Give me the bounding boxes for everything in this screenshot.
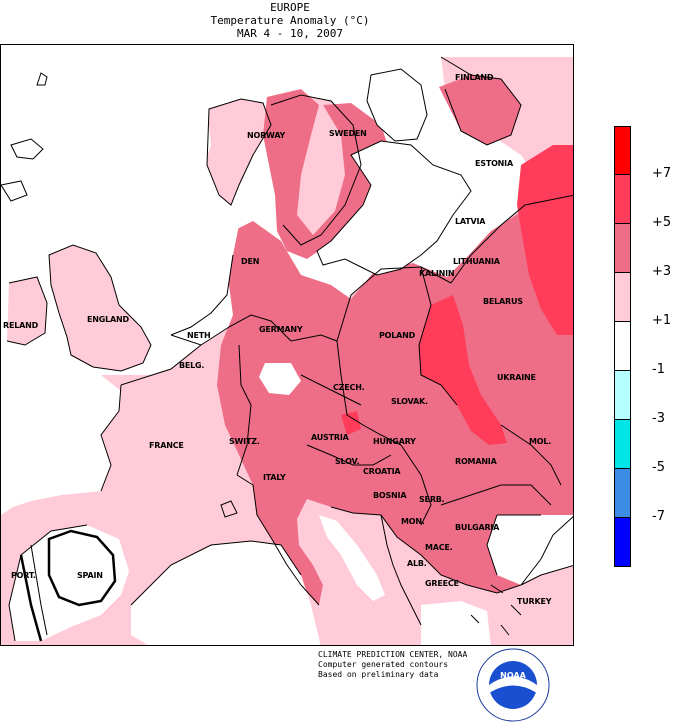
label-austria: AUSTRIA	[311, 433, 349, 442]
legend-tick-minus1: -1	[652, 362, 665, 377]
label-lithuania: LITHUANIA	[453, 257, 500, 266]
seas	[1, 69, 573, 645]
label-slov: SLOV.	[335, 457, 360, 466]
legend-tick-minus3: -3	[652, 411, 665, 426]
label-finland: FINLAND	[455, 73, 494, 82]
anomaly-map: FINLAND NORWAY SWEDEN ESTONIA LATVIA DEN…	[0, 44, 574, 646]
contour-lines	[19, 529, 117, 642]
legend-swatch-1-3	[614, 272, 631, 322]
label-ukraine: UKRAINE	[497, 373, 536, 382]
anomaly-map-graphic	[1, 56, 573, 645]
label-belg: BELG.	[179, 361, 205, 370]
credit-line-2: Computer generated contours	[318, 660, 449, 669]
label-kalinin: KALININ	[419, 269, 455, 278]
map-subtitle: Temperature Anomaly (°C)	[210, 14, 370, 27]
legend-swatch-3-5	[614, 223, 631, 273]
label-romania: ROMANIA	[455, 457, 497, 466]
label-estonia: ESTONIA	[475, 159, 513, 168]
label-turkey: TURKEY	[517, 597, 552, 606]
label-england: ENGLAND	[87, 315, 129, 324]
legend-tick-plus1: +1	[652, 313, 672, 328]
credit-line-1: CLIMATE PREDICTION CENTER, NOAA	[318, 650, 468, 659]
legend-tick-minus7: -7	[652, 509, 665, 524]
map-date-range: MAR 4 - 10, 2007	[237, 27, 343, 40]
label-norway: NORWAY	[247, 131, 286, 140]
label-mon: MON.	[401, 517, 425, 526]
label-poland: POLAND	[379, 331, 416, 340]
label-hungary: HUNGARY	[373, 437, 416, 446]
legend-swatch-minus3-minus5	[614, 419, 631, 469]
label-croatia: CROATIA	[363, 467, 401, 476]
legend-tick-plus5: +5	[652, 215, 672, 230]
label-ireland: RELAND	[3, 321, 39, 330]
legend-swatch-above-7	[614, 126, 631, 175]
legend-swatch-below-minus7	[614, 517, 631, 567]
label-sweden: SWEDEN	[329, 129, 367, 138]
label-greece: GREECE	[425, 579, 459, 588]
credit-line-3: Based on preliminary data	[318, 670, 439, 679]
label-neth: NETH	[187, 331, 211, 340]
legend-tick-plus7: +7	[652, 166, 672, 181]
legend-swatch-minus1-minus3	[614, 370, 631, 420]
legend-tick-plus3: +3	[652, 264, 672, 279]
label-czech: CZECH.	[333, 383, 365, 392]
label-latvia: LATVIA	[455, 217, 486, 226]
label-alb: ALB.	[407, 559, 427, 568]
anomaly-plus5-plus7	[341, 145, 573, 445]
country-borders	[6, 56, 573, 642]
legend-tick-minus5: -5	[652, 460, 665, 475]
noaa-logo-text: NOAA	[500, 671, 526, 680]
noaa-logo: NOAA	[476, 648, 550, 722]
map-title: EUROPE	[270, 1, 310, 14]
label-belarus: BELARUS	[483, 297, 523, 306]
legend-swatch-5-7	[614, 174, 631, 224]
label-italy: ITALY	[263, 473, 286, 482]
label-den: DEN	[241, 257, 260, 266]
credit-block: CLIMATE PREDICTION CENTER, NOAA Computer…	[318, 650, 467, 680]
anomaly-plus3-plus5	[217, 75, 573, 605]
label-serb: SERB.	[419, 495, 445, 504]
legend-swatch-minus5-minus7	[614, 468, 631, 518]
label-france: FRANCE	[149, 441, 184, 450]
label-bosnia: BOSNIA	[373, 491, 407, 500]
label-slovak: SLOVAK.	[391, 397, 428, 406]
coastline-details	[1, 72, 522, 636]
legend-swatch-neutral	[614, 321, 631, 371]
label-switz: SWITZ.	[229, 437, 260, 446]
label-mace: MACE.	[425, 543, 453, 552]
label-spain: SPAIN	[77, 571, 103, 580]
label-germany: GERMANY	[259, 325, 303, 334]
label-mol: MOL.	[529, 437, 552, 446]
label-bulgaria: BULGARIA	[455, 523, 500, 532]
label-port: PORT.	[11, 571, 36, 580]
